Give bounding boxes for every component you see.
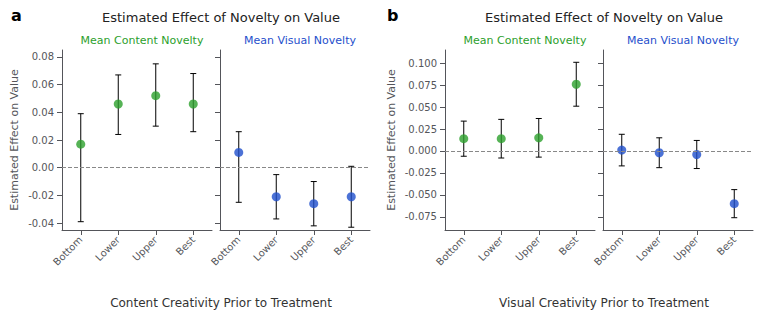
svg-text:-0.050: -0.050 <box>405 189 437 200</box>
svg-text:Estimated Effect of Novelty on: Estimated Effect of Novelty on Value <box>485 10 723 25</box>
svg-text:Upper: Upper <box>513 233 543 263</box>
svg-text:-0.02: -0.02 <box>28 190 54 201</box>
svg-text:Bottom: Bottom <box>209 234 243 268</box>
svg-text:Lower: Lower <box>93 233 123 263</box>
svg-text:Content Creativity Prior to Tr: Content Creativity Prior to Treatment <box>110 296 332 310</box>
svg-text:Best: Best <box>174 234 197 257</box>
svg-text:Estimated Effect of Novelty on: Estimated Effect of Novelty on Value <box>102 10 340 25</box>
svg-text:Visual Creativity Prior to Tre: Visual Creativity Prior to Treatment <box>499 296 709 310</box>
svg-text:0.04: 0.04 <box>32 107 54 118</box>
svg-text:Estimated Effect on Value: Estimated Effect on Value <box>385 69 398 211</box>
svg-text:-0.04: -0.04 <box>28 218 54 229</box>
svg-text:0.075: 0.075 <box>408 80 437 91</box>
svg-text:0.050: 0.050 <box>408 102 437 113</box>
svg-text:Lower: Lower <box>476 233 506 263</box>
svg-text:0.08: 0.08 <box>32 51 54 62</box>
svg-text:-0.075: -0.075 <box>405 211 437 222</box>
svg-text:Upper: Upper <box>288 233 318 263</box>
svg-text:a: a <box>11 6 22 25</box>
svg-text:Bottom: Bottom <box>51 234 85 268</box>
svg-text:Mean Content Novelty: Mean Content Novelty <box>464 34 587 47</box>
svg-text:Upper: Upper <box>130 233 160 263</box>
svg-text:0.00: 0.00 <box>32 162 54 173</box>
svg-text:Best: Best <box>332 234 355 257</box>
svg-text:Estimated Effect on Value: Estimated Effect on Value <box>8 69 21 211</box>
svg-text:Mean Visual Novelty: Mean Visual Novelty <box>627 34 739 47</box>
svg-text:0.100: 0.100 <box>408 58 437 69</box>
svg-text:0.000: 0.000 <box>408 145 437 156</box>
svg-text:Bottom: Bottom <box>592 234 626 268</box>
svg-text:Lower: Lower <box>251 233 281 263</box>
svg-text:-0.025: -0.025 <box>405 167 437 178</box>
svg-text:0.025: 0.025 <box>408 124 437 135</box>
svg-text:0.02: 0.02 <box>32 135 54 146</box>
svg-text:Bottom: Bottom <box>434 234 468 268</box>
svg-text:Mean Content Novelty: Mean Content Novelty <box>81 34 204 47</box>
svg-text:b: b <box>387 6 398 25</box>
svg-text:Upper: Upper <box>671 233 701 263</box>
svg-text:0.06: 0.06 <box>32 79 54 90</box>
svg-text:Lower: Lower <box>634 233 664 263</box>
svg-text:Best: Best <box>715 234 738 257</box>
svg-text:Mean Visual Novelty: Mean Visual Novelty <box>244 34 356 47</box>
svg-text:Best: Best <box>557 234 580 257</box>
